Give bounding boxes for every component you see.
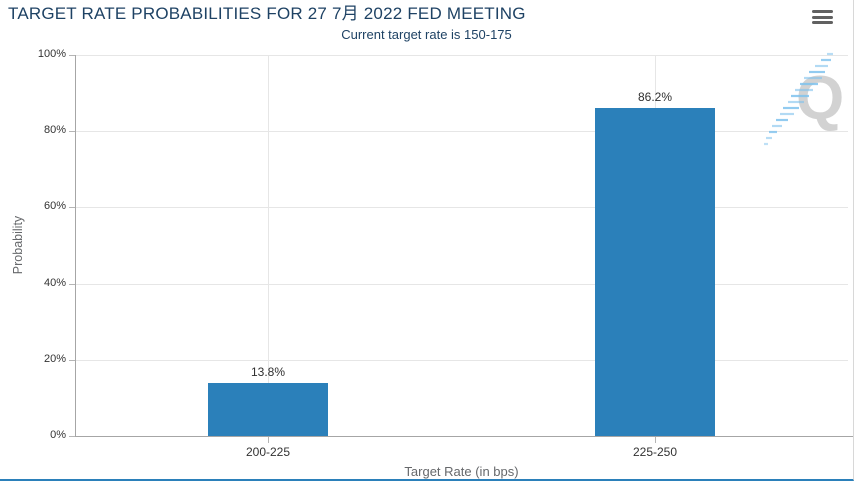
chart-title: TARGET RATE PROBABILITIES FOR 27 7月 2022…: [8, 4, 526, 23]
y-tick: [69, 360, 75, 361]
x-axis-title: Target Rate (in bps): [404, 464, 519, 479]
bar-value-label: 86.2%: [637, 90, 673, 104]
y-tick: [69, 436, 75, 437]
y-tick-label: 20%: [43, 353, 66, 365]
y-tick: [69, 207, 75, 208]
y-tick: [69, 131, 75, 132]
y-tick-label: 40%: [43, 277, 66, 289]
bar[interactable]: [595, 108, 715, 436]
y-axis-line: [75, 55, 76, 436]
y-tick-label: 0%: [50, 429, 66, 441]
y-gridline: [75, 55, 848, 56]
y-axis-title: Probability: [11, 215, 25, 275]
y-tick: [69, 55, 75, 56]
bar-value-label: 13.8%: [250, 365, 286, 379]
y-gridline: [75, 360, 848, 361]
y-gridline: [75, 284, 848, 285]
y-tick-label: 100%: [37, 48, 66, 60]
x-gridline: [268, 55, 269, 436]
x-tick: [268, 437, 269, 443]
hamburger-icon: [811, 10, 833, 24]
x-tick-label: 225-250: [632, 445, 678, 459]
y-tick-label: 60%: [43, 200, 66, 212]
y-gridline: [75, 131, 848, 132]
y-tick-label: 80%: [43, 124, 66, 136]
y-tick: [69, 284, 75, 285]
x-tick-label: 200-225: [245, 445, 291, 459]
chart-subtitle: Current target rate is 150-175: [341, 27, 512, 42]
x-axis-line: [75, 436, 853, 437]
x-tick: [655, 437, 656, 443]
bar[interactable]: [208, 383, 328, 436]
chart-menu-button[interactable]: [810, 8, 834, 26]
y-gridline: [75, 207, 848, 208]
